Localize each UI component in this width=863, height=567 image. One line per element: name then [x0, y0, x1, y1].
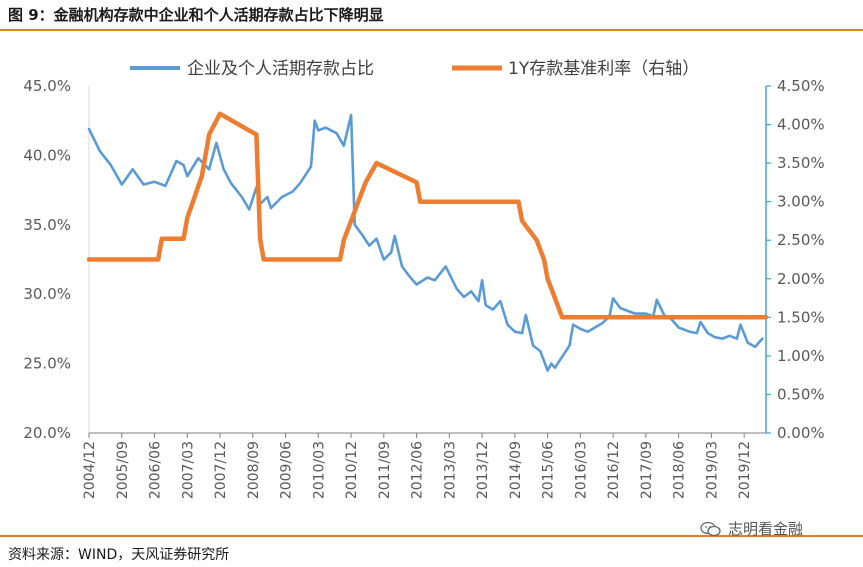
x-tick-label: 2015/06 [541, 441, 557, 499]
x-tick-label: 2014/09 [508, 441, 524, 499]
x-tick-label: 2016/03 [573, 441, 589, 499]
y-left-tick-label: 30.0% [23, 285, 71, 303]
y-right-tick-label: 3.00% [777, 193, 825, 211]
x-tick-label: 2019/12 [737, 441, 753, 499]
x-tick-label: 2007/12 [213, 441, 229, 499]
x-tick-label: 2005/09 [115, 441, 131, 499]
x-tick-label: 2018/06 [672, 441, 688, 499]
x-tick-label: 2017/09 [639, 441, 655, 499]
y-right-tick-label: 4.50% [777, 77, 825, 95]
x-tick-label: 2019/03 [704, 441, 720, 499]
x-tick-label: 2006/06 [148, 441, 164, 499]
y-right-tick-label: 2.00% [777, 270, 825, 288]
top-rule [0, 29, 863, 31]
legend-label-series2: 1Y存款基准利率（右轴） [508, 59, 699, 79]
legend: 企业及个人活期存款占比 1Y存款基准利率（右轴） [130, 59, 699, 79]
x-tick-label: 2012/06 [410, 441, 426, 499]
wechat-icon [700, 521, 721, 536]
x-tick-label: 2013/12 [475, 441, 491, 499]
y-left-tick-label: 25.0% [23, 355, 71, 373]
x-tick-label: 2011/09 [377, 441, 393, 499]
x-tick-label: 2008/09 [246, 441, 262, 499]
y-left-tick-label: 20.0% [23, 424, 71, 442]
y-right-tick-label: 1.00% [777, 347, 825, 365]
series-line-1 [87, 113, 764, 372]
x-tick-label: 2010/12 [344, 441, 360, 499]
series-line-2 [86, 111, 769, 320]
y-left-tick-label: 40.0% [23, 146, 71, 164]
x-tick-label: 2009/06 [279, 441, 295, 499]
x-tick-label: 2013/03 [442, 441, 458, 499]
x-tick-label: 2010/03 [311, 441, 327, 499]
chart-title: 图 9：金融机构存款中企业和个人活期存款占比下降明显 [8, 6, 384, 24]
chart: 企业及个人活期存款占比 1Y存款基准利率（右轴） 20.0% 25.0% 30.0%… [23, 59, 824, 499]
series-lines [86, 111, 769, 372]
axes: 20.0% 25.0% 30.0% 35.0% 40.0% 45.0% 0.00% 0.50%… [23, 77, 824, 499]
y-right-tick-label: 2.50% [777, 231, 825, 249]
x-tick-label: 2016/12 [606, 441, 622, 499]
y-right-tick-label: 3.50% [777, 154, 825, 172]
y-left-tick-label: 45.0% [23, 77, 71, 95]
y-right-tick-label: 4.00% [777, 116, 825, 134]
x-tick-label: 2007/03 [180, 441, 196, 499]
legend-label-series1: 企业及个人活期存款占比 [187, 59, 374, 79]
bottom-rule [0, 535, 863, 537]
y-right-tick-label: 0.00% [777, 424, 825, 442]
y-right-tick-label: 1.50% [777, 308, 825, 326]
y-right-tick-label: 0.50% [777, 385, 825, 403]
y-left-tick-label: 35.0% [23, 216, 71, 234]
watermark: 志明看金融 [700, 518, 803, 539]
x-tick-label: 2004/12 [82, 441, 98, 499]
source-note: 资料来源：WIND，天风证券研究所 [8, 547, 230, 563]
watermark-text: 志明看金融 [728, 520, 804, 538]
